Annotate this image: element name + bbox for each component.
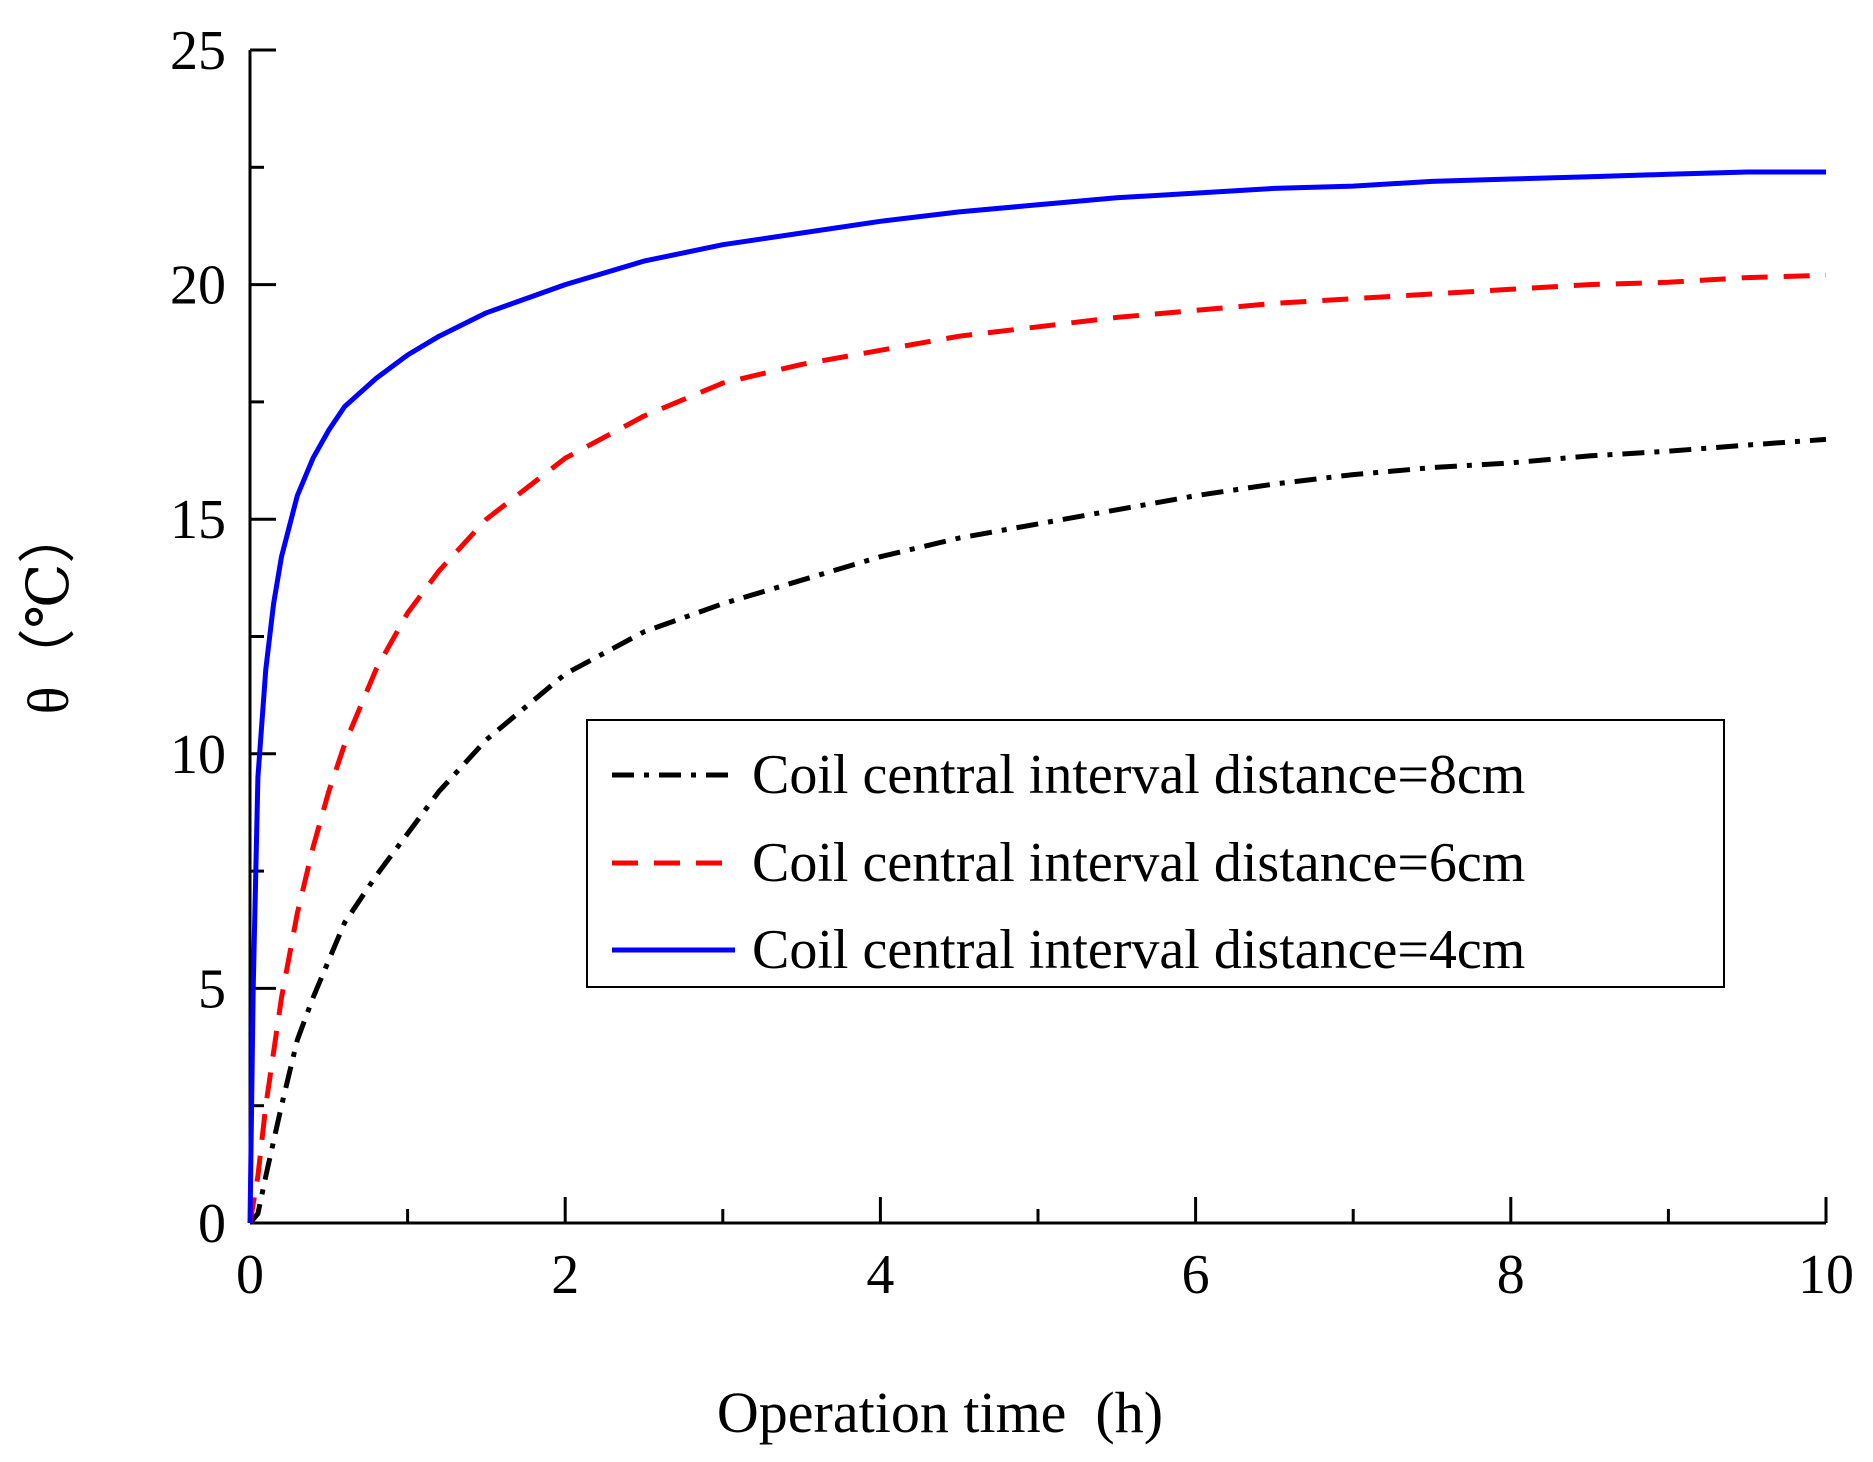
y-tick-label: 15	[170, 489, 226, 551]
x-tick-label: 4	[866, 1244, 894, 1306]
series-line-1	[248, 436, 1827, 1225]
plot-lines	[247, 169, 1827, 1225]
x-tick-label: 0	[236, 1244, 264, 1306]
series-line-3	[247, 169, 1826, 1224]
legend: Coil central interval distance=8cm Coil c…	[586, 719, 1725, 988]
y-axis-title: θ（℃）	[16, 506, 81, 715]
legend-label-2: Coil central interval distance=6cm	[752, 832, 1525, 894]
legend-label-3: Coil central interval distance=4cm	[752, 919, 1525, 981]
x-axis-ticks: 0 2 4 6 8 10	[236, 1197, 1854, 1306]
series-line-2	[247, 272, 1827, 1224]
axes	[248, 50, 1826, 1225]
x-tick-label: 2	[551, 1244, 579, 1306]
y-tick-label: 25	[170, 20, 226, 82]
legend-label-1: Coil central interval distance=8cm	[752, 744, 1525, 806]
x-axis-title: Operation time (h)	[717, 1380, 1163, 1445]
y-tick-label: 10	[170, 724, 226, 786]
x-tick-label: 10	[1798, 1244, 1854, 1306]
x-tick-label: 6	[1182, 1244, 1210, 1306]
x-tick-label: 8	[1497, 1244, 1525, 1306]
y-tick-label: 0	[198, 1193, 226, 1255]
y-tick-label: 5	[198, 958, 226, 1020]
y-tick-label: 20	[170, 255, 226, 317]
legend-box	[586, 719, 1725, 988]
y-axis-ticks: 0 5 10 15 20 25	[170, 20, 276, 1255]
